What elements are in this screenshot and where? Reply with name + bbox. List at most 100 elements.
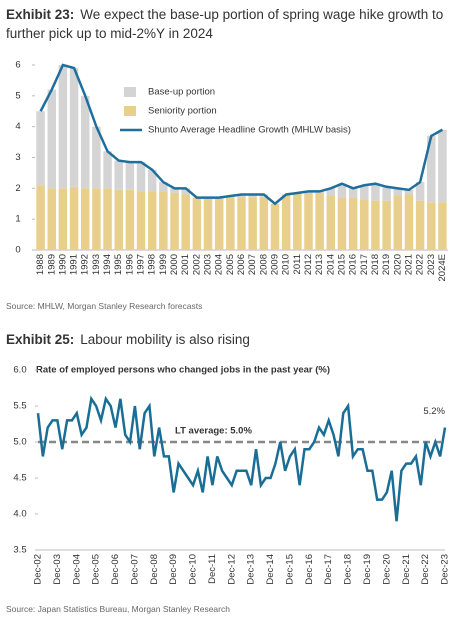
x-tick-label: 2006 — [236, 254, 247, 275]
x-tick-label: 2008 — [258, 254, 269, 275]
chart-subtitle: Rate of employed persons who changed job… — [36, 365, 330, 376]
bar — [382, 200, 391, 250]
x-tick-label: 2015 — [336, 254, 347, 275]
y-tick-label: 5.0 — [13, 437, 26, 448]
bar — [69, 68, 79, 187]
bar — [192, 197, 202, 250]
y-tick-label: 0 — [15, 245, 20, 256]
bar — [125, 189, 135, 250]
y-tick-label: 5.5 — [13, 401, 26, 412]
bar — [36, 111, 45, 186]
x-tick-label: Dec-04 — [71, 554, 82, 585]
bar — [80, 95, 90, 189]
bar — [36, 185, 45, 250]
x-tick-label: Dec-10 — [188, 554, 199, 585]
bar — [371, 183, 380, 201]
x-tick-label: Dec-21 — [401, 554, 412, 585]
exhibit-label: Exhibit 25: — [6, 332, 75, 347]
x-tick-label: 2021 — [403, 254, 414, 275]
bar — [315, 192, 324, 250]
x-tick-label: 2023 — [426, 254, 437, 275]
bar — [114, 189, 123, 250]
bar — [181, 194, 190, 250]
x-tick-label: 2017 — [359, 254, 370, 275]
bar — [103, 151, 112, 189]
x-tick-label: Dec-12 — [226, 554, 237, 585]
bar — [58, 188, 68, 250]
bar — [159, 182, 168, 192]
bar — [348, 188, 358, 198]
bar — [415, 200, 425, 250]
bar — [248, 197, 257, 250]
x-tick-label: 1999 — [158, 254, 169, 275]
title: We expect the base-up portion of spring … — [6, 7, 444, 41]
bar — [281, 194, 291, 250]
x-tick-label: Dec-08 — [149, 554, 160, 585]
x-tick-label: Dec-23 — [440, 554, 451, 585]
x-tick-label: 1994 — [102, 254, 113, 275]
bar — [136, 162, 146, 192]
y-tick-label: 4.0 — [13, 509, 26, 520]
x-tick-label: 2020 — [392, 254, 403, 275]
x-tick-label: 2018 — [370, 254, 381, 275]
source: Source: Japan Statistics Bureau, Morgan … — [6, 604, 230, 614]
x-tick-label: 2003 — [203, 254, 214, 275]
bar — [337, 183, 347, 198]
bar — [326, 196, 336, 250]
x-tick-label: 2011 — [292, 254, 303, 274]
bar — [103, 188, 112, 250]
line — [36, 395, 447, 522]
bar — [214, 197, 224, 250]
x-tick-label: 2012 — [303, 254, 314, 275]
x-tick-label: Dec-14 — [265, 554, 276, 585]
x-tick-label: 1995 — [113, 254, 124, 275]
bar — [47, 89, 56, 189]
x-tick-label: 1990 — [57, 254, 68, 275]
bar — [80, 188, 90, 250]
x-tick-label: 2022 — [415, 254, 426, 275]
bar — [393, 188, 403, 197]
bar — [438, 129, 447, 203]
x-tick-label: 2001 — [180, 254, 191, 275]
bar — [136, 191, 146, 250]
x-tick-label: 2014 — [325, 254, 336, 275]
x-tick-label: 2007 — [247, 254, 258, 275]
bar — [360, 185, 369, 200]
bar — [47, 188, 56, 250]
x-tick-label: 1991 — [69, 254, 80, 275]
bar — [382, 186, 391, 201]
x-tick-label: 1992 — [80, 254, 91, 275]
x-tick-label: 1996 — [124, 254, 135, 275]
bar — [438, 202, 447, 250]
x-tick-label: 2010 — [281, 254, 292, 275]
x-tick-label: 2005 — [225, 254, 236, 275]
chart: Rate of employed persons who changed job… — [13, 365, 451, 585]
legend-swatch — [124, 87, 136, 97]
x-tick-label: Dec-11 — [207, 554, 218, 584]
bar — [404, 194, 414, 250]
title: Labour mobility is also rising — [80, 332, 250, 347]
x-tick-label: Dec-22 — [420, 554, 431, 585]
bar — [360, 199, 369, 250]
bar — [304, 192, 313, 250]
y-tick-label: 2 — [15, 183, 20, 194]
bar — [237, 194, 246, 198]
x-tick-label: 1993 — [91, 254, 102, 275]
y-tick-label: 4 — [15, 121, 20, 132]
bar — [270, 203, 280, 250]
x-tick-label: 2019 — [381, 254, 392, 275]
reference-label: LT average: 5.0% — [175, 426, 252, 437]
x-tick-label: 2024E — [437, 254, 448, 281]
y-tick-label: 5 — [15, 90, 20, 101]
x-tick-label: 2000 — [169, 254, 180, 275]
y-tick-label: 6 — [15, 60, 20, 71]
bar — [114, 160, 123, 190]
bar — [337, 197, 347, 250]
source: Source: MHLW, Morgan Stanley Research fo… — [6, 301, 203, 311]
exhibit-label: Exhibit 23: — [6, 7, 75, 22]
y-tick-label: 3 — [15, 152, 20, 163]
data-label: 5.2% — [423, 406, 445, 417]
x-tick-label: 2013 — [314, 254, 325, 275]
